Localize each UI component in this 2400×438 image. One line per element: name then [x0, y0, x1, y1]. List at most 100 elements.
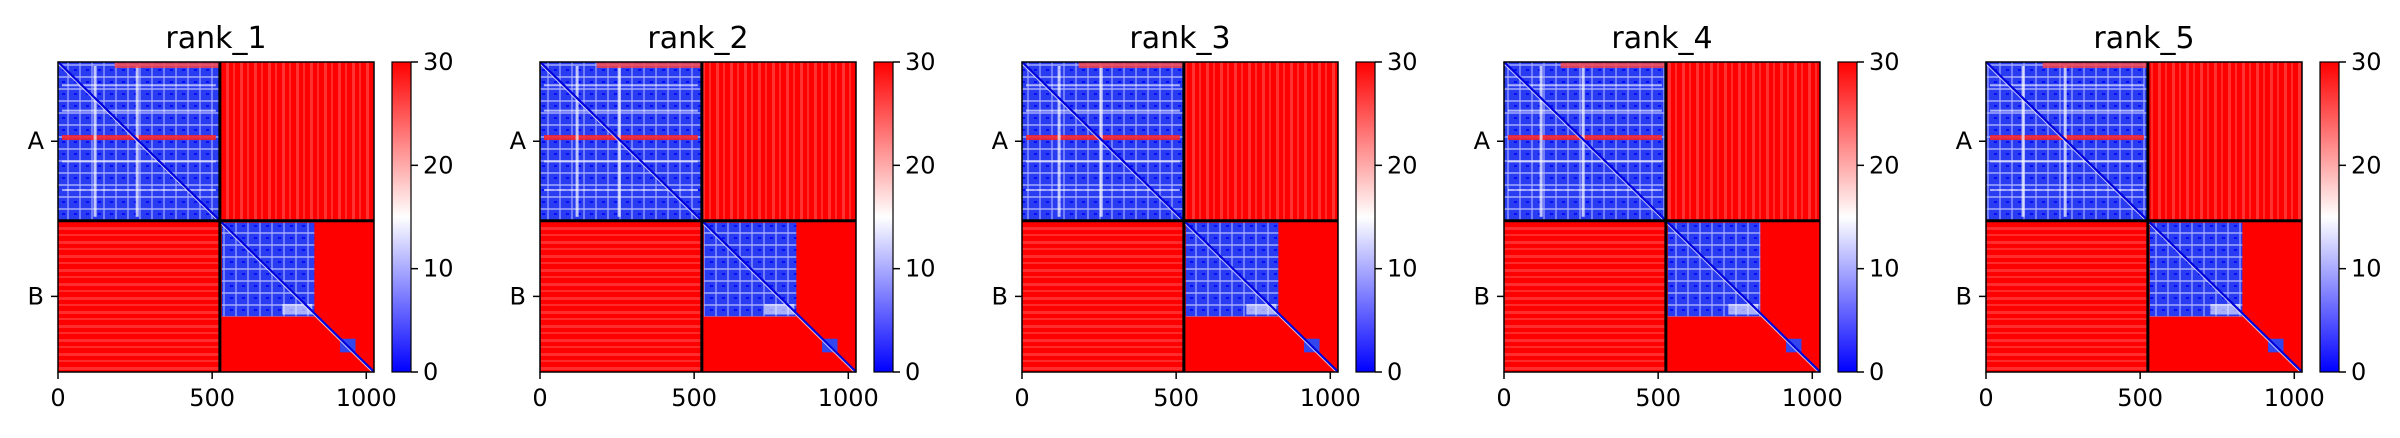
gridline-a-0 [575, 66, 579, 217]
chain-label: B [1474, 282, 1490, 310]
x-tick-label: 0 [1014, 384, 1029, 412]
colorbar-tick-label: 10 [423, 255, 454, 283]
block-a-b [2147, 62, 2302, 221]
panel-title: rank_1 [165, 21, 266, 56]
colorbar-tick-label: 30 [1387, 48, 1418, 76]
colorbar-gradient [1355, 61, 1376, 373]
chain-label: B [28, 282, 44, 310]
gridline-h-0 [62, 84, 216, 87]
diagonal-halo [1021, 63, 1337, 373]
panel-title: rank_4 [1611, 21, 1712, 56]
gridline-h-2 [1990, 160, 2144, 163]
diagonal-halo [57, 63, 373, 373]
chain-label: B [510, 282, 526, 310]
chain-label: A [510, 127, 527, 155]
heatmap-frame [57, 61, 375, 373]
chain-label: A [1474, 127, 1491, 155]
gridline-a-0 [1539, 66, 1543, 217]
gridline-h-1 [1990, 109, 2144, 112]
low-confidence-row [62, 135, 216, 141]
colorbar-tick-label: 30 [2351, 48, 2382, 76]
colorbar-gradient [1837, 61, 1858, 373]
heatmap-frame [539, 61, 857, 373]
gridline-a-0 [2021, 66, 2025, 217]
panel-title: rank_2 [647, 21, 748, 56]
colorbar-tick-label: 30 [905, 48, 936, 76]
gridline-h-0 [1026, 84, 1180, 87]
heatmap-frame [1021, 61, 1339, 373]
heatmap [1985, 61, 2303, 373]
colorbar-tick-label: 10 [905, 255, 936, 283]
low-confidence-row [1026, 135, 1180, 141]
edge-strip [1560, 62, 1666, 68]
block-b-a [58, 220, 220, 372]
gridline-h-1 [1508, 109, 1662, 112]
panel-title: rank_5 [2093, 21, 2194, 56]
x-tick-label: 500 [189, 384, 235, 412]
gridline-h-3 [1990, 189, 2144, 192]
block-b-a [540, 220, 702, 372]
chain-label: A [28, 127, 45, 155]
domain-b1-edge [764, 303, 795, 315]
colorbar-gradient [2319, 61, 2340, 373]
colorbar-tick-label: 20 [1387, 151, 1418, 179]
gridline-h-3 [1026, 189, 1180, 192]
colorbar-tick-label: 20 [905, 151, 936, 179]
edge-strip [2042, 62, 2148, 68]
diagonal-halo [1985, 63, 2301, 373]
gridline-h-0 [544, 84, 698, 87]
edge-strip [114, 62, 220, 68]
diagonal [1503, 61, 1821, 373]
heatmap [539, 61, 857, 373]
pae-panel-1: rank_1 0 500 1000 A B 0 10 20 30 [28, 21, 454, 412]
x-tick-label: 1000 [2264, 384, 2325, 412]
x-tick-label: 1000 [1782, 384, 1843, 412]
block-a-b [1665, 62, 1820, 221]
gridline-h-2 [1026, 160, 1180, 163]
colorbar-tick-label: 0 [2351, 358, 2366, 386]
diagonal [1985, 61, 2303, 373]
heatmap-frame [1985, 61, 2303, 373]
panel-title: rank_3 [1129, 21, 1230, 56]
x-tick-label: 500 [671, 384, 717, 412]
edge-strip [1078, 62, 1184, 68]
low-confidence-row [1508, 135, 1662, 141]
gridline-h-1 [62, 109, 216, 112]
edge-strip [596, 62, 702, 68]
colorbar: 0 10 20 30 [2319, 48, 2382, 386]
colorbar-tick-label: 30 [423, 48, 454, 76]
gridline-a-0 [1057, 66, 1061, 217]
colorbar-tick-label: 10 [2351, 255, 2382, 283]
gridline-a-0 [93, 66, 97, 217]
colorbar-gradient [873, 61, 894, 373]
colorbar: 0 10 20 30 [391, 48, 454, 386]
block-a-b [701, 62, 856, 221]
domain-b1-edge [1728, 303, 1759, 315]
gridline-h-0 [1990, 84, 2144, 87]
gridline-h-2 [1508, 160, 1662, 163]
gridline-h-2 [62, 160, 216, 163]
diagonal [1021, 61, 1339, 373]
x-tick-label: 500 [1153, 384, 1199, 412]
gridline-h-1 [1026, 109, 1180, 112]
gridline-h-3 [62, 189, 216, 192]
colorbar-tick-label: 0 [423, 358, 438, 386]
colorbar: 0 10 20 30 [873, 48, 936, 386]
pae-panel-2: rank_2 0 500 1000 A B 0 10 20 30 [510, 21, 936, 412]
colorbar-tick-label: 20 [423, 151, 454, 179]
heatmap [1503, 61, 1821, 373]
x-tick-label: 0 [1978, 384, 1993, 412]
gridline-h-1 [544, 109, 698, 112]
x-tick-label: 1000 [336, 384, 397, 412]
x-tick-label: 1000 [1300, 384, 1361, 412]
chain-label: A [992, 127, 1009, 155]
heatmap-frame [1503, 61, 1821, 373]
diagonal-halo [1503, 63, 1819, 373]
colorbar: 0 10 20 30 [1355, 48, 1418, 386]
chain-label: B [1956, 282, 1972, 310]
colorbar-tick-label: 20 [2351, 151, 2382, 179]
pae-panel-5: rank_5 0 500 1000 A B 0 10 20 30 [1956, 21, 2382, 412]
x-tick-label: 0 [50, 384, 65, 412]
domain-b1-edge [1246, 303, 1277, 315]
x-tick-label: 0 [1496, 384, 1511, 412]
